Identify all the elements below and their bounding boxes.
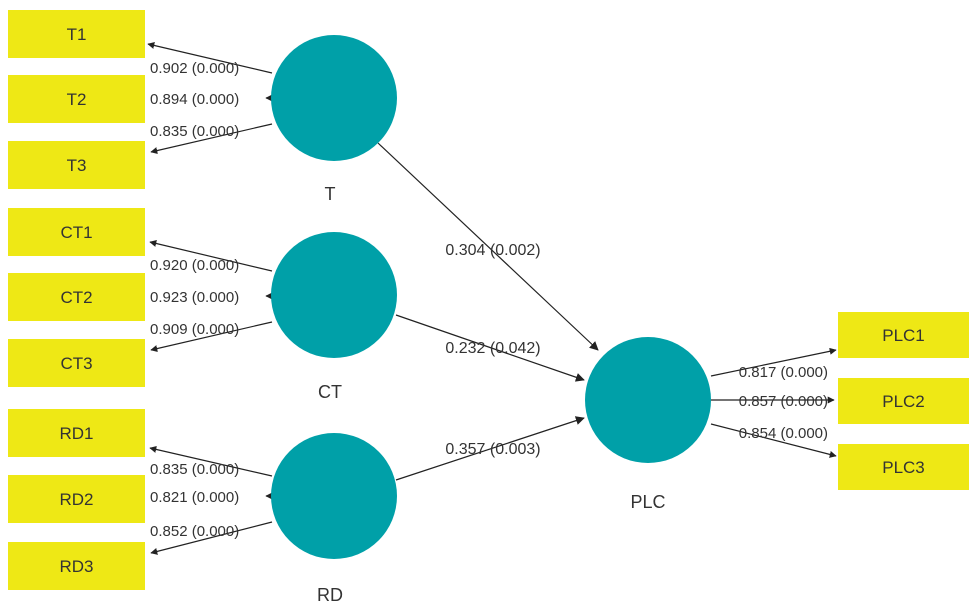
loading-label-rd2: 0.821 (0.000): [150, 489, 239, 506]
loading-arrow-t3: [150, 123, 273, 154]
indicator-label-plc3: PLC3: [882, 458, 925, 477]
path-coefficient-rd-plc: 0.357 (0.003): [445, 441, 540, 458]
loading-label-plc3: 0.854 (0.000): [739, 425, 828, 442]
indicator-box-rd3: [8, 542, 145, 590]
path-arrow-ct-plc: [395, 314, 585, 382]
indicator-label-t1: T1: [67, 25, 87, 44]
indicator-label-ct3: CT3: [60, 354, 92, 373]
indicator-label-plc2: PLC2: [882, 392, 925, 411]
indicator-label-ct2: CT2: [60, 288, 92, 307]
latent-node-t: [271, 35, 397, 161]
indicator-box-plc2: [838, 378, 969, 424]
loading-label-plc1: 0.817 (0.000): [739, 364, 828, 381]
indicator-box-ct3: [8, 339, 145, 387]
loading-label-plc2: 0.857 (0.000): [739, 393, 828, 410]
indicator-label-t3: T3: [67, 156, 87, 175]
loading-label-ct2: 0.923 (0.000): [150, 289, 239, 306]
indicator-label-ct1: CT1: [60, 223, 92, 242]
loading-label-rd3: 0.852 (0.000): [150, 523, 239, 540]
latent-label-rd: RD: [317, 585, 343, 605]
indicator-label-plc1: PLC1: [882, 326, 925, 345]
loading-arrow-plc1: [710, 347, 837, 377]
loading-label-rd1: 0.835 (0.000): [150, 461, 239, 478]
path-coefficient-ct-plc: 0.232 (0.042): [445, 340, 540, 357]
indicator-label-rd2: RD2: [59, 490, 93, 509]
latent-node-ct: [271, 232, 397, 358]
indicator-box-plc3: [838, 444, 969, 490]
indicator-box-rd1: [8, 409, 145, 457]
loading-arrow-ct1: [149, 240, 273, 272]
indicator-label-t2: T2: [67, 90, 87, 109]
loading-label-ct1: 0.920 (0.000): [150, 257, 239, 274]
indicator-box-ct1: [8, 208, 145, 256]
indicator-box-ct2: [8, 273, 145, 321]
indicator-box-rd2: [8, 475, 145, 523]
indicator-box-t2: [8, 75, 145, 123]
indicator-box-t1: [8, 10, 145, 58]
indicator-label-rd1: RD1: [59, 424, 93, 443]
latent-label-ct: CT: [318, 382, 342, 402]
path-arrow-rd-plc: [395, 416, 585, 481]
indicator-box-t3: [8, 141, 145, 189]
loading-arrow-rd1: [149, 445, 273, 477]
path-coefficient-t-plc: 0.304 (0.002): [445, 242, 540, 259]
loading-label-t3: 0.835 (0.000): [150, 123, 239, 140]
indicator-box-plc1: [838, 312, 969, 358]
latent-label-t: T: [325, 184, 336, 204]
loading-label-t1: 0.902 (0.000): [150, 60, 239, 77]
latent-node-rd: [271, 433, 397, 559]
loading-arrow-plc3: [710, 423, 837, 458]
loading-label-ct3: 0.909 (0.000): [150, 321, 239, 338]
indicator-label-rd3: RD3: [59, 557, 93, 576]
loading-arrow-t1: [147, 42, 273, 74]
loading-label-t2: 0.894 (0.000): [150, 91, 239, 108]
latent-label-plc: PLC: [630, 492, 665, 512]
loading-arrow-ct3: [150, 321, 273, 352]
latent-node-plc: [585, 337, 711, 463]
path-arrow-t-plc: [377, 142, 599, 351]
loading-arrow-rd3: [150, 521, 273, 555]
